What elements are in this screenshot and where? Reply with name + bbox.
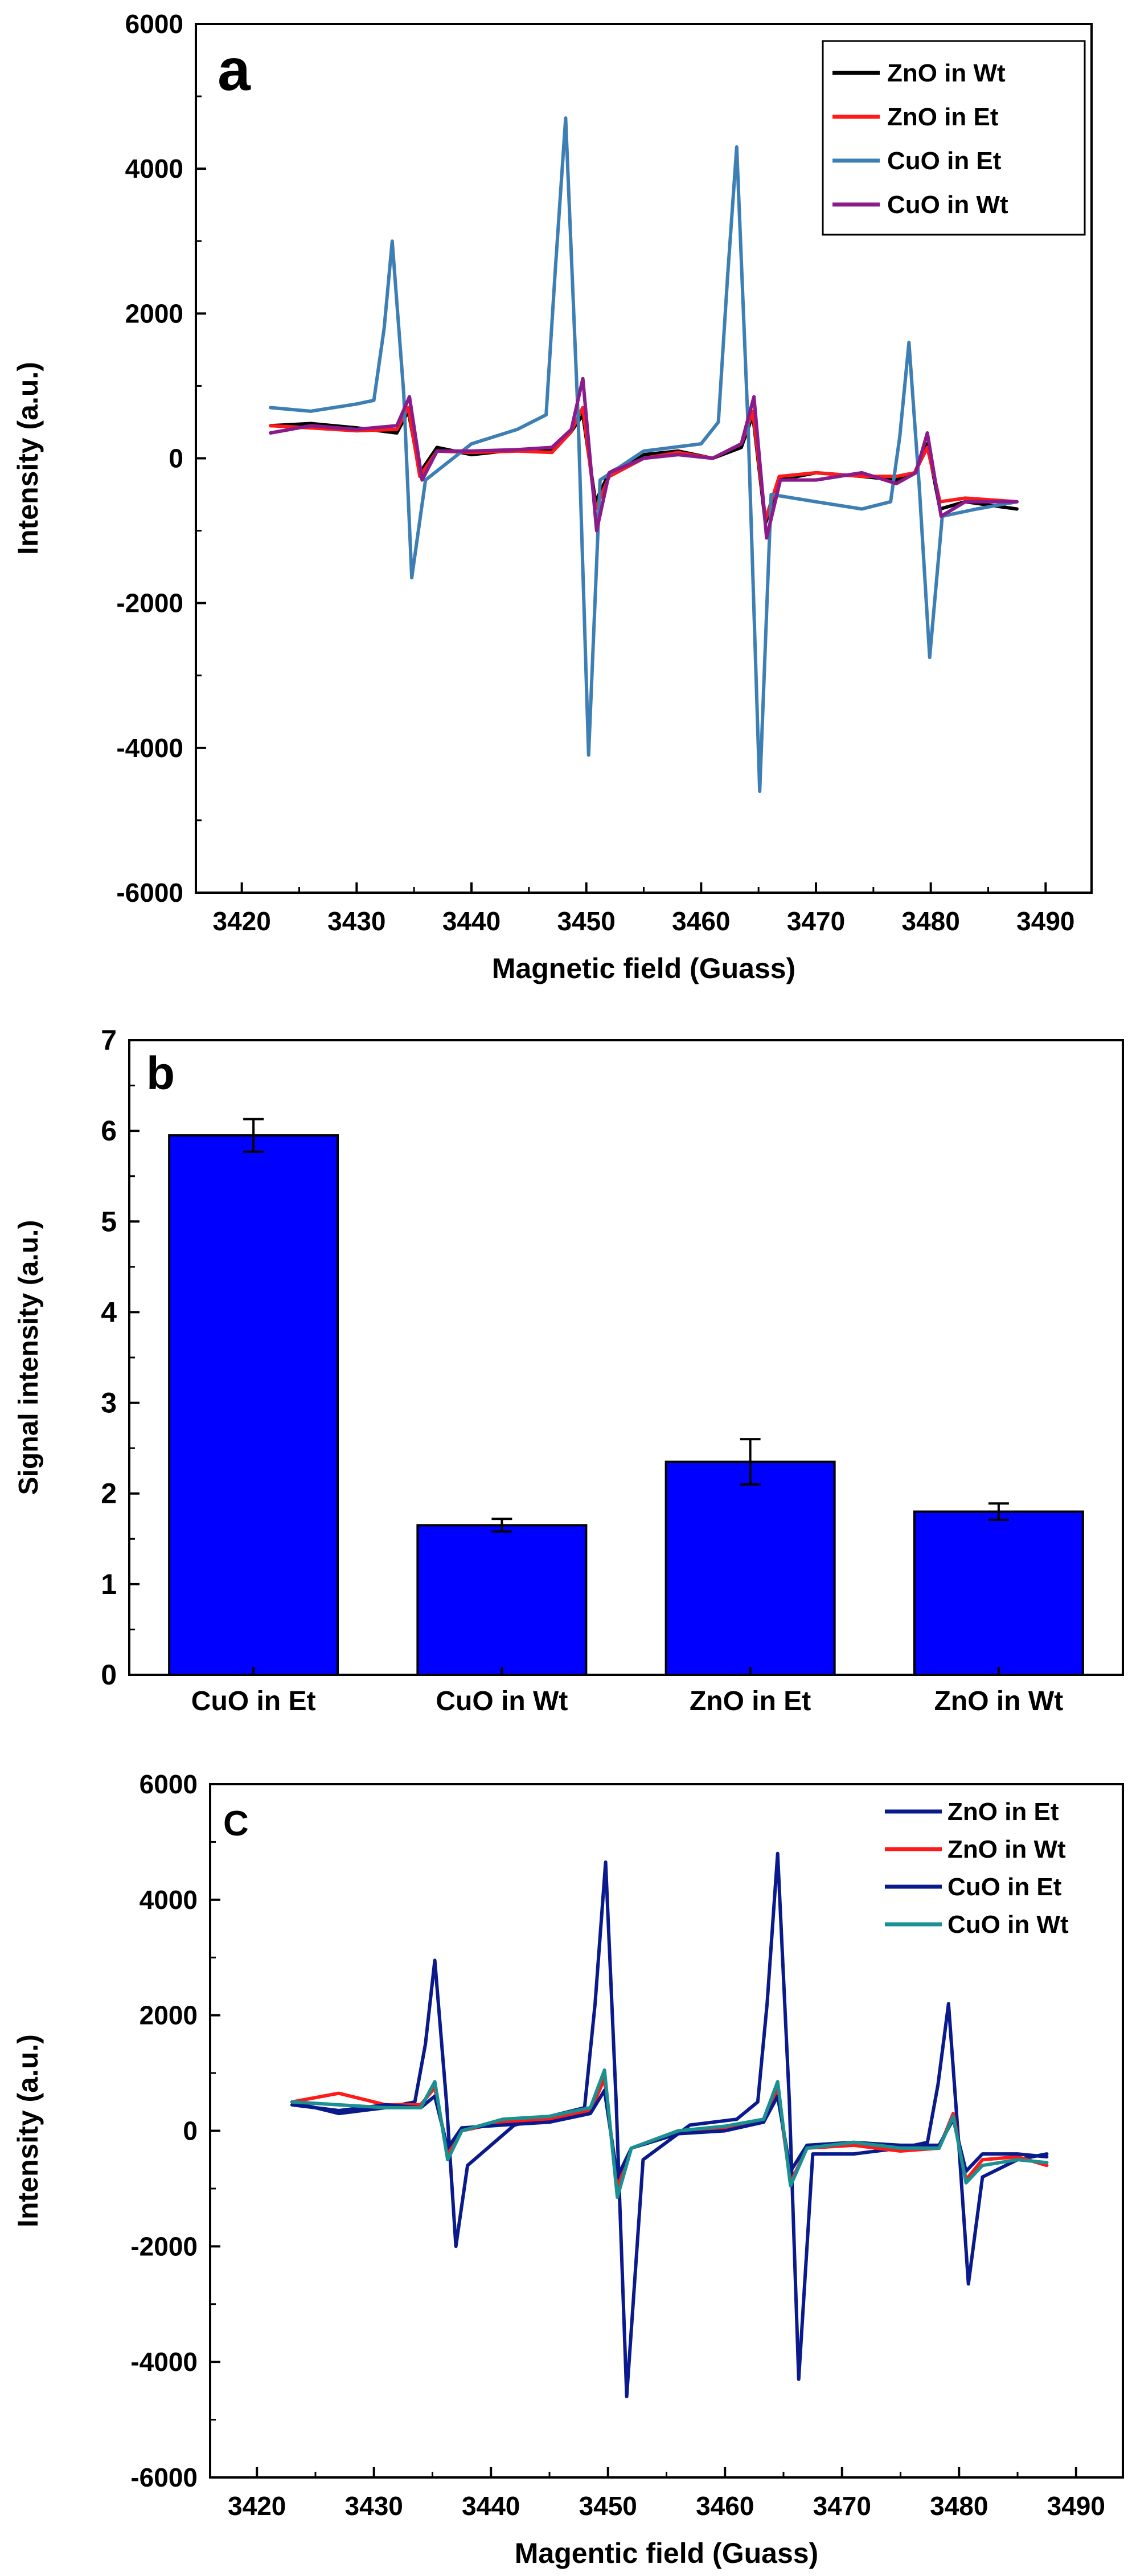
x-tick-label: 3450 [557, 906, 615, 936]
y-tick-label: 5 [101, 1205, 117, 1237]
panel-a-label: a [218, 37, 251, 103]
y-tick-label: -2000 [130, 2231, 198, 2261]
panel-c-label: C [223, 1804, 249, 1843]
panel-c-line-chart: -6000 -4000 -2000 0 2000 4000 6000 3420 3430 344… [12, 1769, 1124, 2569]
panel-b-category-cuo-wt: CuO in Wt [436, 1686, 568, 1716]
panel-c-legend-label-zno-wt: ZnO in Wt [947, 1835, 1066, 1863]
bar-cuo-in-wt [416, 1524, 588, 1677]
panel-a-x-ticks: 3420 3430 3440 3450 3460 3470 3480 3490 [212, 882, 1075, 936]
y-tick-label: 3 [101, 1387, 117, 1419]
x-tick-label: 3440 [442, 906, 501, 936]
y-tick-label: 4 [101, 1296, 117, 1328]
panel-a-legend: ZnO in Wt ZnO in Et CuO in Et CuO in Wt [822, 40, 1086, 236]
panel-a-legend-label-zno-et: ZnO in Et [887, 103, 999, 131]
panel-b-category-cuo-et: CuO in Et [191, 1686, 316, 1716]
x-tick-label: 3470 [813, 2491, 871, 2521]
panel-c-legend: ZnO in Et ZnO in Wt CuO in Et CuO in Wt [885, 1798, 1069, 1939]
panel-b-bars [168, 1118, 1084, 1677]
y-tick-label: -2000 [116, 588, 183, 618]
y-tick-label: -6000 [116, 878, 183, 907]
x-tick-label: 3430 [327, 906, 385, 936]
panel-b-category-zno-et: ZnO in Et [690, 1686, 811, 1716]
x-tick-label: 3490 [1016, 906, 1074, 936]
bar-zno-in-et [665, 1461, 836, 1677]
x-tick-label: 3490 [1047, 2491, 1105, 2521]
y-tick-label: 2 [101, 1478, 117, 1510]
panel-b-y-axis-label: Signal intensity (a.u.) [14, 1220, 44, 1495]
panel-b-y-ticks: 0 1 2 3 4 5 6 7 [101, 1024, 140, 1691]
y-tick-label: 0 [169, 444, 183, 473]
panel-a-x-axis-label: Magnetic field (Guass) [492, 952, 795, 984]
panel-c-y-ticks: -6000 -4000 -2000 0 2000 4000 6000 [130, 1769, 220, 2492]
panel-c-legend-label-cuo-wt: CuO in Wt [947, 1911, 1069, 1939]
panel-a-plot-area [269, 116, 1019, 794]
panel-a-y-axis-label: Intensity (a.u.) [12, 362, 44, 555]
panel-c-legend-label-zno-et: ZnO in Et [947, 1798, 1059, 1826]
panel-c-legend-label-cuo-et: CuO in Et [947, 1873, 1062, 1901]
error-bar-cuo-in-wt [491, 1518, 512, 1533]
x-tick-label: 3460 [696, 2491, 754, 2521]
series-line-cuo-in-wt [269, 377, 1019, 540]
panel-a-legend-label-cuo-wt: CuO in Wt [887, 191, 1008, 219]
y-tick-label: 1 [101, 1568, 117, 1600]
x-tick-label: 3420 [228, 2491, 286, 2521]
series-line-cuo-in-wt [290, 2068, 1049, 2199]
panel-b-category-labels: CuO in Et CuO in Wt ZnO in Et ZnO in Wt [191, 1667, 1063, 1716]
panel-c-x-ticks: 3420 3430 3440 3450 3460 3470 3480 3490 [228, 2467, 1105, 2521]
panel-c-y-axis-label: Intensity (a.u.) [12, 2034, 44, 2227]
panel-a-legend-label-cuo-et: CuO in Et [887, 147, 1002, 175]
y-tick-label: 4000 [125, 154, 183, 183]
panel-a-y-ticks: -6000 -4000 -2000 0 2000 4000 6000 [116, 9, 206, 907]
x-tick-label: 3440 [462, 2491, 520, 2521]
error-bar-zno-in-et [740, 1438, 761, 1486]
y-tick-label: 6000 [140, 1769, 198, 1799]
series-line-cuo-in-et [269, 116, 1019, 794]
y-tick-label: 7 [101, 1024, 117, 1056]
series-line-zno-in-et [290, 1851, 1049, 2398]
x-tick-label: 3450 [579, 2491, 637, 2521]
y-tick-label: 6000 [125, 9, 183, 39]
y-tick-label: 0 [101, 1659, 117, 1691]
error-bar-cuo-in-et [243, 1118, 264, 1153]
y-tick-label: -4000 [130, 2347, 198, 2377]
error-bar-zno-in-wt [988, 1502, 1009, 1521]
y-tick-label: -6000 [130, 2463, 198, 2492]
y-tick-label: 0 [183, 2116, 198, 2146]
y-tick-label: 4000 [140, 1885, 198, 1915]
bar-cuo-in-et [168, 1134, 339, 1676]
x-tick-label: 3430 [345, 2491, 403, 2521]
panel-b-label: b [146, 1048, 175, 1099]
x-tick-label: 3460 [672, 906, 730, 936]
y-tick-label: 2000 [140, 2001, 198, 2030]
y-tick-label: -4000 [116, 733, 183, 763]
panel-a-line-chart: -6000 -4000 -2000 0 2000 4000 6000 3420 3430 344… [12, 9, 1093, 984]
panel-a-legend-label-zno-wt: ZnO in Wt [887, 59, 1006, 87]
y-tick-label: 2000 [125, 299, 183, 328]
panel-c-plot-area [290, 1851, 1049, 2398]
x-tick-label: 3480 [901, 906, 959, 936]
y-tick-label: 6 [101, 1115, 117, 1147]
x-tick-label: 3420 [212, 906, 270, 936]
x-tick-label: 3480 [930, 2491, 988, 2521]
bar-zno-in-wt [913, 1510, 1084, 1677]
panel-b-category-zno-wt: ZnO in Wt [934, 1686, 1064, 1716]
panel-c-x-axis-label: Magentic field (Guass) [515, 2537, 818, 2569]
x-tick-label: 3470 [787, 906, 845, 936]
panel-b-bar-chart: 0 1 2 3 4 5 6 7 CuO in Et CuO in Wt ZnO in Et Z… [14, 1024, 1124, 1716]
